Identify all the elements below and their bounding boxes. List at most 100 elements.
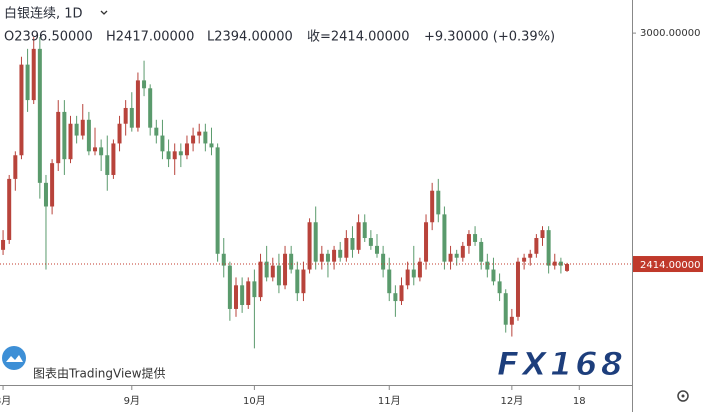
candle-body <box>509 316 514 325</box>
candle-body <box>105 155 110 175</box>
candle-body <box>154 127 159 136</box>
candle-body <box>552 261 557 266</box>
candle-body <box>479 241 484 262</box>
candle-body <box>209 143 214 148</box>
candle-body <box>111 143 116 175</box>
interval-dropdown[interactable] <box>100 10 108 15</box>
x-tick-label: 8月 <box>0 395 11 407</box>
candle-body <box>184 143 189 156</box>
candle-body <box>246 281 251 306</box>
ohlc-value: H2417.00000 <box>106 30 194 45</box>
candle-body <box>86 119 91 152</box>
candle-body <box>197 131 202 136</box>
candle-body <box>460 245 465 258</box>
candle-body <box>25 64 30 101</box>
candle-body <box>50 163 55 207</box>
ohlc-value: +9.30000 (+0.39%) <box>424 30 555 45</box>
candle-body <box>37 48 42 183</box>
candle-body <box>74 123 79 136</box>
candle-body <box>558 261 563 266</box>
candle-body <box>19 64 24 156</box>
candle-body <box>381 253 386 270</box>
candle-body <box>497 281 502 294</box>
candle-body <box>393 293 398 302</box>
candle-body <box>172 151 177 160</box>
candle-body <box>295 269 300 294</box>
tv-logo <box>2 346 26 370</box>
candle-body <box>264 261 269 278</box>
candle-body <box>68 123 73 160</box>
candle-body <box>56 111 61 164</box>
candle-body <box>221 253 226 266</box>
candle-body <box>485 261 490 270</box>
last-price-badge <box>633 256 703 273</box>
candle-body <box>454 253 459 258</box>
candle-body <box>387 269 392 294</box>
candle-body <box>227 265 232 309</box>
candle-body <box>362 222 367 239</box>
candle-body <box>546 230 551 266</box>
candle-body <box>276 265 281 286</box>
candle-body <box>534 238 539 254</box>
candle-body <box>234 285 239 309</box>
candle-body <box>319 253 324 262</box>
candle-body <box>166 151 171 160</box>
candle-body <box>522 257 527 262</box>
ohlc-value: 收=2414.00000 <box>307 30 409 45</box>
candle-body <box>43 182 48 207</box>
header-title: 白银连续, 1D <box>4 6 83 22</box>
plot-area <box>0 37 632 349</box>
candle-body <box>430 190 435 223</box>
x-tick-label: 10月 <box>243 395 266 407</box>
candle-body <box>178 151 183 156</box>
candle-body <box>332 249 337 262</box>
header-bg <box>2 3 112 23</box>
candle-body <box>405 269 410 286</box>
candle-body <box>466 234 471 246</box>
candle-body <box>283 253 288 286</box>
candle-body <box>436 190 441 215</box>
candle-body <box>203 131 208 144</box>
candle-body <box>142 80 147 89</box>
candle-body <box>368 238 373 246</box>
candle-body <box>307 222 312 270</box>
candle-body <box>129 107 134 128</box>
candle-body <box>191 135 196 144</box>
last-price-label: 2414.00000 <box>640 260 700 271</box>
watermark: 图表由TradingView提供 <box>33 366 166 381</box>
candle-body <box>356 222 361 250</box>
candle-body <box>503 293 508 325</box>
candle-body <box>313 222 318 262</box>
candle-body <box>99 147 104 156</box>
candle-body <box>399 285 404 302</box>
candle-body <box>411 269 416 278</box>
candle-body <box>270 265 275 278</box>
candle-body <box>515 261 520 317</box>
candle-body <box>473 234 478 242</box>
candle-body <box>93 147 98 152</box>
candle-body <box>160 135 165 152</box>
tradingview-badge: 图表由TradingView提供 <box>2 346 166 381</box>
candle-body <box>117 123 122 144</box>
candle-body <box>258 261 263 298</box>
candle-body <box>338 249 343 258</box>
gear[interactable] <box>677 390 689 402</box>
candle-body <box>80 119 85 136</box>
gear-center[interactable] <box>681 394 685 398</box>
candle-body <box>417 261 422 278</box>
candle-body <box>344 238 349 258</box>
ohlc-value: L2394.00000 <box>207 30 293 45</box>
candle-body <box>540 230 545 239</box>
candle-body <box>62 111 67 160</box>
candle-body <box>301 269 306 294</box>
candle-body <box>31 48 36 101</box>
candle-body <box>491 269 496 282</box>
settings-icon[interactable] <box>677 390 689 402</box>
candle-body <box>325 253 330 262</box>
candle-body <box>148 88 153 128</box>
candle-body <box>565 264 570 271</box>
candle-body <box>215 147 220 254</box>
candle-body <box>123 107 128 124</box>
x-tick-label: 9月 <box>124 395 140 407</box>
